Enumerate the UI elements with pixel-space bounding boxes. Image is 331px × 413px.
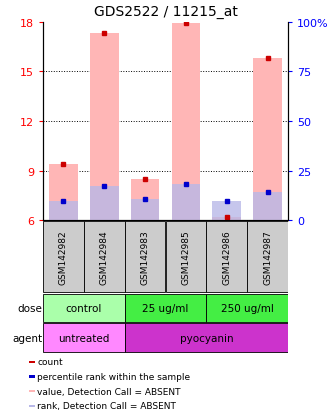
Text: GSM142984: GSM142984 xyxy=(100,230,109,284)
Text: untreated: untreated xyxy=(58,333,110,343)
Bar xyxy=(29,361,35,363)
FancyBboxPatch shape xyxy=(43,222,84,292)
Bar xyxy=(29,390,35,392)
Text: control: control xyxy=(66,303,102,313)
FancyBboxPatch shape xyxy=(125,294,206,323)
Bar xyxy=(49,201,78,221)
Bar xyxy=(253,193,282,221)
FancyBboxPatch shape xyxy=(43,323,125,352)
Text: value, Detection Call = ABSENT: value, Detection Call = ABSENT xyxy=(37,387,181,396)
FancyBboxPatch shape xyxy=(125,222,166,292)
FancyBboxPatch shape xyxy=(43,294,125,323)
Text: dose: dose xyxy=(17,303,42,313)
Text: percentile rank within the sample: percentile rank within the sample xyxy=(37,372,191,381)
Text: GSM142987: GSM142987 xyxy=(263,230,272,285)
Bar xyxy=(131,180,160,221)
Text: GSM142982: GSM142982 xyxy=(59,230,68,284)
Bar xyxy=(29,405,35,407)
FancyBboxPatch shape xyxy=(207,222,247,292)
Bar xyxy=(213,218,241,221)
FancyBboxPatch shape xyxy=(206,294,288,323)
Bar xyxy=(90,186,118,221)
FancyBboxPatch shape xyxy=(247,222,288,292)
Bar xyxy=(29,375,35,377)
Text: pyocyanin: pyocyanin xyxy=(179,333,233,343)
Bar xyxy=(49,165,78,221)
FancyBboxPatch shape xyxy=(166,222,206,292)
Bar xyxy=(253,59,282,221)
Text: 250 ug/ml: 250 ug/ml xyxy=(221,303,274,313)
FancyBboxPatch shape xyxy=(84,222,124,292)
Text: 25 ug/ml: 25 ug/ml xyxy=(142,303,189,313)
Bar xyxy=(131,199,160,221)
Text: agent: agent xyxy=(12,333,42,343)
Text: count: count xyxy=(37,358,63,366)
Text: rank, Detection Call = ABSENT: rank, Detection Call = ABSENT xyxy=(37,401,176,410)
Bar xyxy=(213,201,241,221)
Bar xyxy=(171,24,200,221)
Title: GDS2522 / 11215_at: GDS2522 / 11215_at xyxy=(94,5,237,19)
Text: GSM142983: GSM142983 xyxy=(141,230,150,285)
Bar xyxy=(90,34,118,221)
Bar xyxy=(171,185,200,221)
Text: GSM142985: GSM142985 xyxy=(181,230,190,285)
Text: GSM142986: GSM142986 xyxy=(222,230,231,285)
FancyBboxPatch shape xyxy=(125,323,288,352)
